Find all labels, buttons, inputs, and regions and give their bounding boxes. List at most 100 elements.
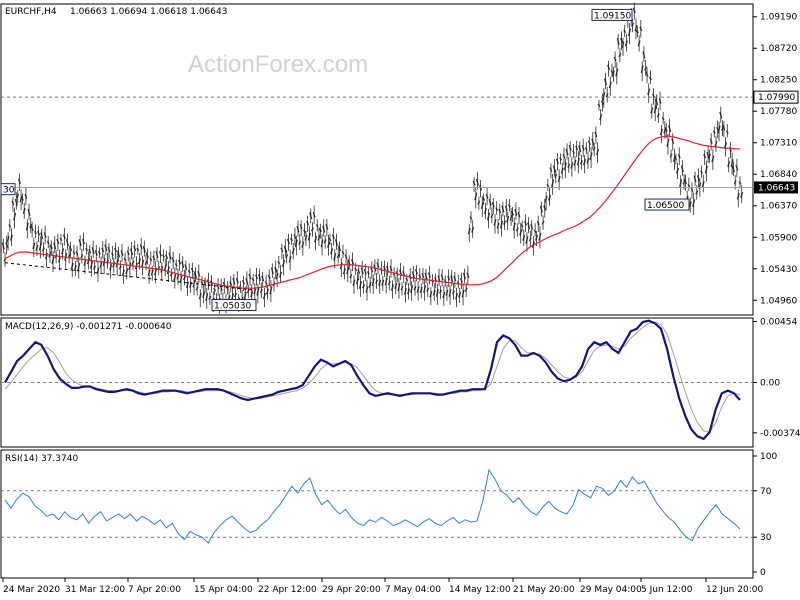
price-candle-body bbox=[318, 227, 322, 233]
price-candle-body bbox=[504, 205, 508, 211]
price-candle-body bbox=[551, 179, 555, 187]
price-candle-body bbox=[179, 275, 183, 283]
price-candle-body bbox=[234, 292, 238, 298]
price-candle-body bbox=[560, 167, 564, 174]
price-candle-body bbox=[644, 66, 648, 71]
price-candle-body bbox=[208, 295, 212, 300]
price-candle-body bbox=[282, 259, 286, 268]
price-candle-body bbox=[197, 271, 201, 277]
price-candle-body bbox=[719, 111, 723, 119]
price-candle-body bbox=[158, 250, 162, 257]
price-tick-label: 1.08250 bbox=[760, 76, 797, 86]
price-candle-body bbox=[666, 138, 670, 147]
price-candle-body bbox=[704, 165, 708, 174]
price-candle-body bbox=[592, 146, 596, 152]
price-candle-body bbox=[334, 239, 338, 246]
price-candle-body bbox=[311, 227, 314, 232]
price-candle-body bbox=[296, 225, 300, 233]
price-candle-body bbox=[520, 224, 524, 228]
current-price-tag: 1.06643 bbox=[758, 183, 795, 193]
price-candle-body bbox=[144, 260, 148, 266]
price-candle-body bbox=[544, 195, 548, 203]
price-candle-body bbox=[557, 175, 561, 183]
price-candle-body bbox=[165, 254, 169, 260]
price-candle-body bbox=[269, 286, 273, 295]
price-candle-body bbox=[548, 194, 552, 201]
macd-title: MACD(12,26,9) -0.001271 -0.000640 bbox=[5, 322, 172, 332]
price-candle-body bbox=[242, 279, 245, 285]
price-candle-body bbox=[275, 272, 279, 280]
rsi-title: RSI(14) 37.3740 bbox=[5, 454, 78, 464]
price-candle-body bbox=[536, 220, 540, 226]
price-candle-body bbox=[168, 252, 172, 260]
price-candle-body bbox=[462, 272, 466, 280]
x-tick-label: 14 May 12:00 bbox=[449, 585, 511, 595]
price-candle-body bbox=[533, 229, 537, 234]
price-candle-body bbox=[688, 201, 692, 208]
price-candle-body bbox=[351, 258, 355, 265]
price-candle-body bbox=[6, 235, 10, 243]
price-candle-body bbox=[21, 197, 24, 201]
price-candle-body bbox=[203, 281, 207, 286]
price-candle-body bbox=[495, 207, 499, 211]
price-candle-body bbox=[176, 273, 180, 280]
price-candle-body bbox=[445, 289, 449, 296]
price-candle-body bbox=[690, 187, 694, 193]
macd-main-line bbox=[4, 319, 741, 441]
price-candle-body bbox=[328, 237, 332, 242]
x-tick-label: 5 Jun 12:00 bbox=[641, 585, 693, 595]
price-candle-body bbox=[624, 40, 628, 47]
price-candle-body bbox=[152, 255, 156, 261]
price-candle-body bbox=[375, 279, 379, 284]
price-candle-body bbox=[466, 272, 470, 278]
price-candle-body bbox=[578, 145, 582, 153]
price-candle-body bbox=[482, 197, 486, 201]
price-candle-body bbox=[450, 275, 454, 283]
price-candle-body bbox=[80, 254, 84, 259]
price-candle-body bbox=[668, 125, 672, 133]
price-candle-body bbox=[86, 258, 90, 265]
price-candle-body bbox=[539, 205, 543, 213]
price-candle-body bbox=[416, 286, 420, 293]
price-candle-body bbox=[448, 289, 452, 297]
price-candle-body bbox=[620, 37, 624, 44]
price-candle-body bbox=[701, 181, 705, 188]
price-candle-body bbox=[583, 158, 587, 166]
price-candle-body bbox=[572, 150, 575, 154]
price-candle-body bbox=[248, 273, 252, 280]
price-candle-body bbox=[639, 26, 643, 32]
price-candle-body bbox=[186, 281, 190, 289]
price-candle-body bbox=[366, 271, 370, 275]
price-candle-body bbox=[202, 291, 206, 298]
price-candle-body bbox=[190, 267, 194, 273]
price-candle-body bbox=[38, 242, 42, 251]
price-candle-body bbox=[51, 256, 55, 265]
price-candle-body bbox=[338, 245, 342, 252]
macd-panel-frame bbox=[0, 317, 754, 448]
price-candle-body bbox=[216, 284, 220, 290]
price-candle-body bbox=[549, 167, 553, 172]
price-candle-body bbox=[13, 212, 17, 221]
price-candle-body bbox=[258, 273, 262, 281]
price-candle-body bbox=[43, 232, 47, 238]
price-candle-body bbox=[435, 289, 439, 297]
price-candle-body bbox=[322, 225, 326, 233]
price-candle-body bbox=[131, 260, 135, 266]
low-label: 1.05030 bbox=[214, 302, 251, 312]
price-candle-body bbox=[567, 163, 571, 168]
price-candle-body bbox=[138, 258, 141, 265]
price-candle-body bbox=[181, 261, 185, 269]
price-candle-body bbox=[679, 179, 683, 187]
price-candle-body bbox=[97, 250, 101, 255]
price-candle-body bbox=[107, 246, 111, 253]
price-candle-body bbox=[277, 261, 281, 265]
price-candle-body bbox=[149, 257, 153, 262]
price-candle-body bbox=[568, 145, 572, 151]
price-candle-body bbox=[259, 288, 263, 294]
price-candle-body bbox=[403, 288, 407, 295]
price-candle-body bbox=[120, 250, 124, 256]
current-price-tag-box bbox=[754, 181, 798, 194]
price-candle-body bbox=[112, 261, 116, 268]
price-candle-body bbox=[645, 71, 649, 77]
price-candle-body bbox=[596, 148, 600, 156]
